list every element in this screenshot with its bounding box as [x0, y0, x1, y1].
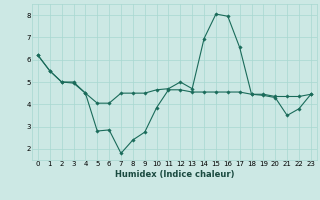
X-axis label: Humidex (Indice chaleur): Humidex (Indice chaleur): [115, 170, 234, 179]
